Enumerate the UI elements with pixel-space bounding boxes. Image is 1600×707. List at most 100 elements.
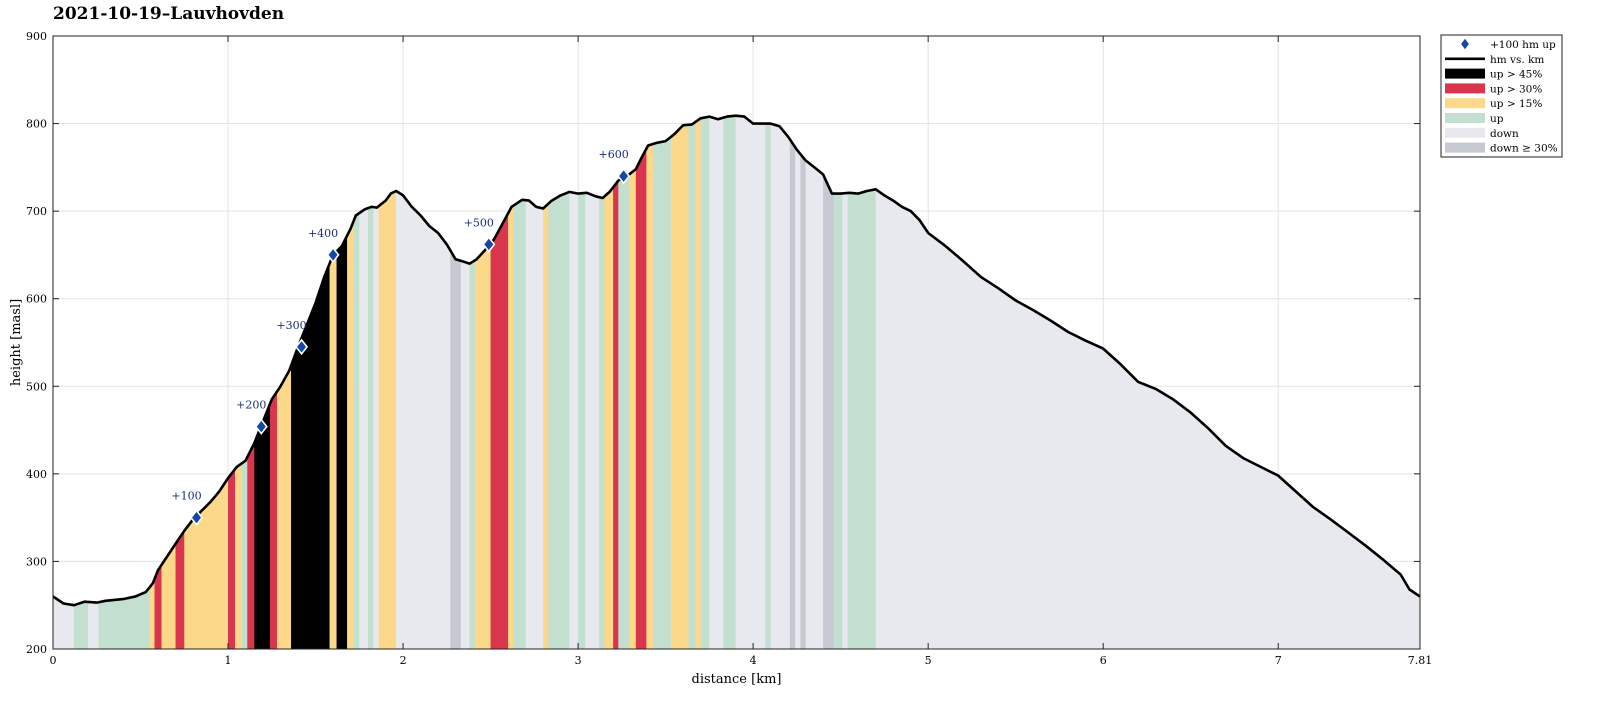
legend: +100 hm up hm vs. km up > 45% up > 30% up > … (1440, 34, 1563, 158)
legend-label: down (1490, 128, 1519, 140)
marker-diamond (254, 418, 268, 435)
segment-band-down (709, 115, 724, 649)
segment-band-up30 (175, 115, 185, 649)
segment-band-down (842, 115, 849, 649)
marker-label: +300 (276, 319, 306, 332)
segment-band-up45 (336, 115, 348, 649)
x-tick-label: 6 (1100, 654, 1107, 667)
segment-band-up15 (277, 115, 292, 649)
segment-band-up (354, 115, 360, 649)
segment-band-up30 (247, 115, 255, 649)
chart-title: 2021-10-19–Lauvhovden (53, 4, 285, 24)
segment-band-down (373, 115, 379, 649)
segment-band-up15 (628, 115, 637, 649)
y-tick-label: 500 (26, 380, 47, 393)
legend-label: up > 30% (1490, 83, 1542, 95)
segment-band-down30 (800, 115, 807, 649)
segment-band-up15 (161, 115, 176, 649)
marker-diamond (326, 246, 340, 264)
segment-band-up (368, 115, 374, 649)
segment-band-up (242, 115, 248, 649)
x-tick-label: 3 (575, 654, 582, 667)
segment-band-up15 (235, 115, 243, 649)
legend-swatch-up15 (1445, 98, 1485, 109)
segment-band-up (548, 115, 570, 649)
legend-swatch-up45 (1445, 68, 1485, 79)
segment-band-up15 (695, 115, 702, 649)
x-tick-label: 7 (1275, 654, 1282, 667)
marker-diamond (295, 338, 309, 356)
x-tick-label: 2 (400, 654, 407, 667)
segment-band-up15 (378, 115, 397, 649)
x-tick-label: 4 (750, 654, 757, 667)
segment-band-up30 (154, 115, 162, 649)
legend-label: hm vs. km (1490, 54, 1544, 66)
segment-band-down (770, 115, 791, 649)
legend-label: up (1490, 113, 1504, 125)
segment-band-down (735, 115, 766, 649)
segment-band-down (359, 115, 369, 649)
segment-band-up (723, 115, 737, 649)
segment-band-down (460, 115, 470, 649)
y-axis-label: height [masl] (9, 299, 24, 386)
segment-band-up30 (228, 115, 236, 649)
segment-band-up15 (347, 115, 355, 649)
segment-bands (53, 115, 1420, 649)
legend-label: +100 hm up (1490, 39, 1556, 51)
segment-band-up15 (646, 115, 654, 649)
segment-band-down30 (450, 115, 462, 649)
marker-diamond (482, 236, 496, 253)
legend-swatch-up30 (1445, 83, 1485, 94)
marker-label: +500 (464, 216, 494, 229)
segment-band-up (469, 115, 476, 649)
segment-band-up15 (329, 115, 337, 649)
y-tick-label: 700 (26, 205, 47, 218)
segment-band-down (525, 115, 544, 649)
segment-band-down (88, 115, 99, 649)
segment-band-up45 (254, 115, 271, 649)
segment-band-up30 (613, 115, 619, 649)
legend-label: down ≥ 30% (1490, 143, 1558, 155)
segment-band-up15 (508, 115, 514, 649)
segment-band-up (688, 115, 696, 649)
plot-frame (52, 35, 1421, 650)
segment-band-down30 (789, 115, 796, 649)
legend-swatch-down (1445, 127, 1485, 138)
segment-band-up (618, 115, 630, 649)
segment-band-down (585, 115, 600, 649)
legend-label: up > 15% (1490, 98, 1542, 110)
segment-band-up (74, 115, 89, 649)
segment-band-up15 (670, 115, 689, 649)
marker-label: +600 (598, 148, 628, 161)
x-tick-label: 1 (225, 654, 232, 667)
marker-diamond (617, 167, 631, 185)
marker-label: +200 (236, 399, 266, 412)
segment-band-down (396, 115, 451, 649)
segment-band-down (875, 115, 1420, 649)
segment-band-up (513, 115, 526, 649)
x-axis-label: distance [km] (692, 672, 782, 687)
segment-band-up (833, 115, 843, 649)
marker-label: +400 (308, 227, 338, 240)
segment-band-down (53, 115, 75, 649)
markers: +100 +200 +300 +400 +500 +600 (171, 148, 631, 526)
segment-band-down (569, 115, 579, 649)
legend-swatch-down30 (1445, 142, 1485, 153)
x-tick-label: 0 (50, 654, 57, 667)
y-tick-label: 300 (26, 555, 47, 568)
segment-band-up30 (490, 115, 509, 649)
y-tick-label: 200 (26, 643, 47, 656)
legend-label: up > 45% (1490, 69, 1542, 81)
legend-swatch-up (1445, 113, 1485, 123)
marker-label: +100 (171, 490, 201, 503)
segment-band-up (847, 115, 877, 649)
segment-band-up (98, 115, 150, 649)
segment-band-up30 (270, 115, 278, 649)
segment-band-up (599, 115, 605, 649)
segment-band-up15 (149, 115, 155, 649)
y-tick-label: 900 (26, 30, 47, 43)
segment-band-down (795, 115, 801, 649)
segment-band-up45 (291, 115, 330, 649)
segment-band-up15 (474, 115, 491, 649)
segment-band-up (653, 115, 672, 649)
